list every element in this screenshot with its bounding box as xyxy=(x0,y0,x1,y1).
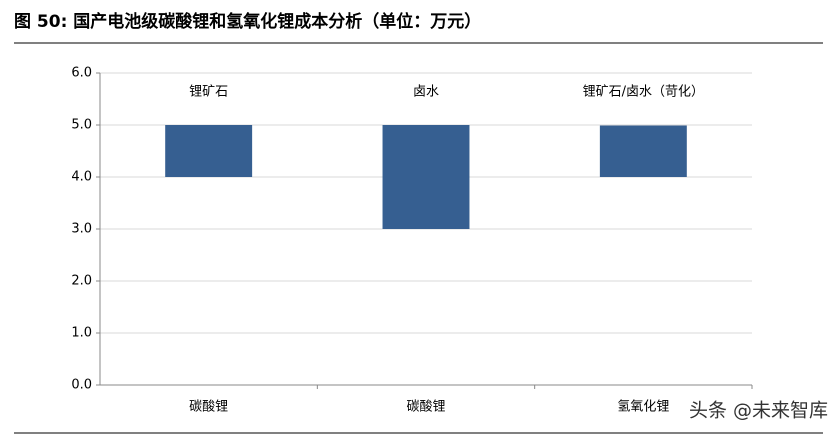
y-tick-label: 5.0 xyxy=(71,118,92,133)
y-tick-label: 1.0 xyxy=(71,326,92,341)
group-label: 卤水 xyxy=(413,84,439,100)
y-tick-label: 6.0 xyxy=(71,66,92,81)
group-label: 锂矿石/卤水（苛化） xyxy=(583,84,704,100)
bar xyxy=(382,125,470,229)
watermark: 头条 @未来智库 xyxy=(689,400,828,422)
bar xyxy=(599,125,687,177)
y-tick-label: 0.0 xyxy=(71,378,92,393)
y-tick-label: 3.0 xyxy=(71,222,92,237)
x-tick-label: 碳酸锂 xyxy=(189,400,228,415)
chart-title: 图 50: 国产电池级碳酸锂和氢氧化锂成本分析（单位：万元） xyxy=(14,11,481,32)
group-label: 锂矿石 xyxy=(189,85,228,100)
x-tick-label: 氢氧化锂 xyxy=(617,400,669,415)
y-tick-label: 4.0 xyxy=(71,170,92,185)
y-tick-label: 2.0 xyxy=(71,274,92,289)
bar xyxy=(165,125,253,177)
x-tick-label: 碳酸锂 xyxy=(406,400,445,415)
